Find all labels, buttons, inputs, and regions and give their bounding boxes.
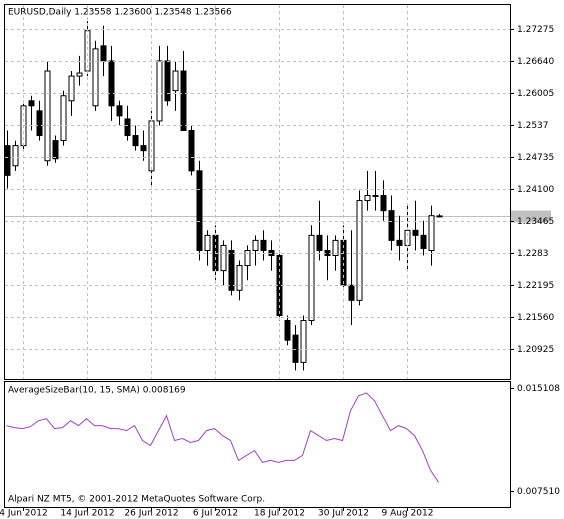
candle-body xyxy=(316,234,323,251)
candle-body xyxy=(92,48,99,107)
candle-body xyxy=(348,284,355,301)
candle-body xyxy=(268,249,275,257)
candle-body xyxy=(308,234,315,322)
y-tick-label: 1.24735 xyxy=(517,153,554,163)
x-tick-label: 6 Jul 2012 xyxy=(193,509,238,519)
candle-body xyxy=(196,170,203,251)
candle-body xyxy=(28,100,35,107)
y-tick-label: 1.23465 xyxy=(517,217,554,227)
candle-body xyxy=(236,265,243,291)
candle-body xyxy=(436,215,443,218)
price-tag xyxy=(511,210,551,223)
candle-body xyxy=(300,320,307,363)
x-tick-label: 30 Jul 2012 xyxy=(318,509,369,519)
y-tick-label: 1.26640 xyxy=(517,57,554,67)
candle-body xyxy=(116,105,123,117)
x-tick-label: 9 Aug 2012 xyxy=(382,509,434,519)
candle-body xyxy=(100,45,107,62)
candle-body xyxy=(180,70,187,132)
y-tick-label: 1.2537 xyxy=(517,121,549,131)
y-tick-label: 0.015108 xyxy=(517,384,560,394)
candle-body xyxy=(332,239,339,257)
y-tick-label: 1.20925 xyxy=(517,345,554,355)
candle-body xyxy=(12,145,19,167)
candle-body xyxy=(244,249,251,267)
indicator-pane xyxy=(4,381,511,508)
candle-body xyxy=(372,195,379,198)
candle-body xyxy=(356,200,363,301)
candle-body xyxy=(428,215,435,251)
candle-body xyxy=(260,239,267,251)
candle-body xyxy=(380,195,387,212)
candle-body xyxy=(412,229,419,236)
y-tick-label: 1.21560 xyxy=(517,313,554,323)
chart-title: EURUSD,Daily 1.23558 1.23600 1.23548 1.2… xyxy=(8,8,232,18)
candle-body xyxy=(188,130,195,172)
candle-body xyxy=(68,75,75,102)
candle-body xyxy=(140,145,147,152)
x-tick-label: 14 Jun 2012 xyxy=(60,509,114,519)
x-tick-label: 18 Jul 2012 xyxy=(254,509,305,519)
candle-body xyxy=(292,334,299,363)
candle-body xyxy=(124,118,131,137)
y-tick-label: 1.27275 xyxy=(517,25,554,35)
candle-body xyxy=(404,229,411,246)
main-pane xyxy=(4,4,511,380)
y-tick-label: 1.2283 xyxy=(517,249,549,259)
candle-body xyxy=(228,249,235,291)
x-tick-label: 26 Jun 2012 xyxy=(124,509,178,519)
candle-body xyxy=(156,60,163,122)
candle-body xyxy=(220,244,227,272)
y-tick-label: 1.24100 xyxy=(517,185,554,195)
candle-body xyxy=(364,195,371,202)
candle-body xyxy=(44,70,51,162)
candle-body xyxy=(60,95,67,142)
candle-body xyxy=(204,234,211,251)
candle-body xyxy=(164,60,171,102)
indicator-title: AverageSizeBar(10, 15, SMA) 0.008169 xyxy=(8,386,186,396)
candle-body xyxy=(36,110,43,137)
y-tick-label: 1.26005 xyxy=(517,89,554,99)
candle-body xyxy=(76,72,83,77)
candle-body xyxy=(132,135,139,147)
indicator-line xyxy=(6,392,439,483)
copyright: Alpari NZ MT5, © 2001-2012 MetaQuotes So… xyxy=(8,495,265,505)
candle-body xyxy=(108,60,115,107)
candle-body xyxy=(52,140,59,160)
candle-body xyxy=(284,320,291,341)
x-tick-label: 4 Jun 2012 xyxy=(0,509,48,519)
candle-body xyxy=(324,249,331,257)
candle-body xyxy=(4,145,11,176)
candle-body xyxy=(252,239,259,251)
candle-body xyxy=(420,234,427,249)
candle-body xyxy=(388,210,395,241)
y-tick-label: 0.007510 xyxy=(517,487,560,497)
y-tick-label: 1.22195 xyxy=(517,281,554,291)
candle-body xyxy=(396,239,403,246)
candle-body xyxy=(172,70,179,92)
candles xyxy=(4,21,443,371)
